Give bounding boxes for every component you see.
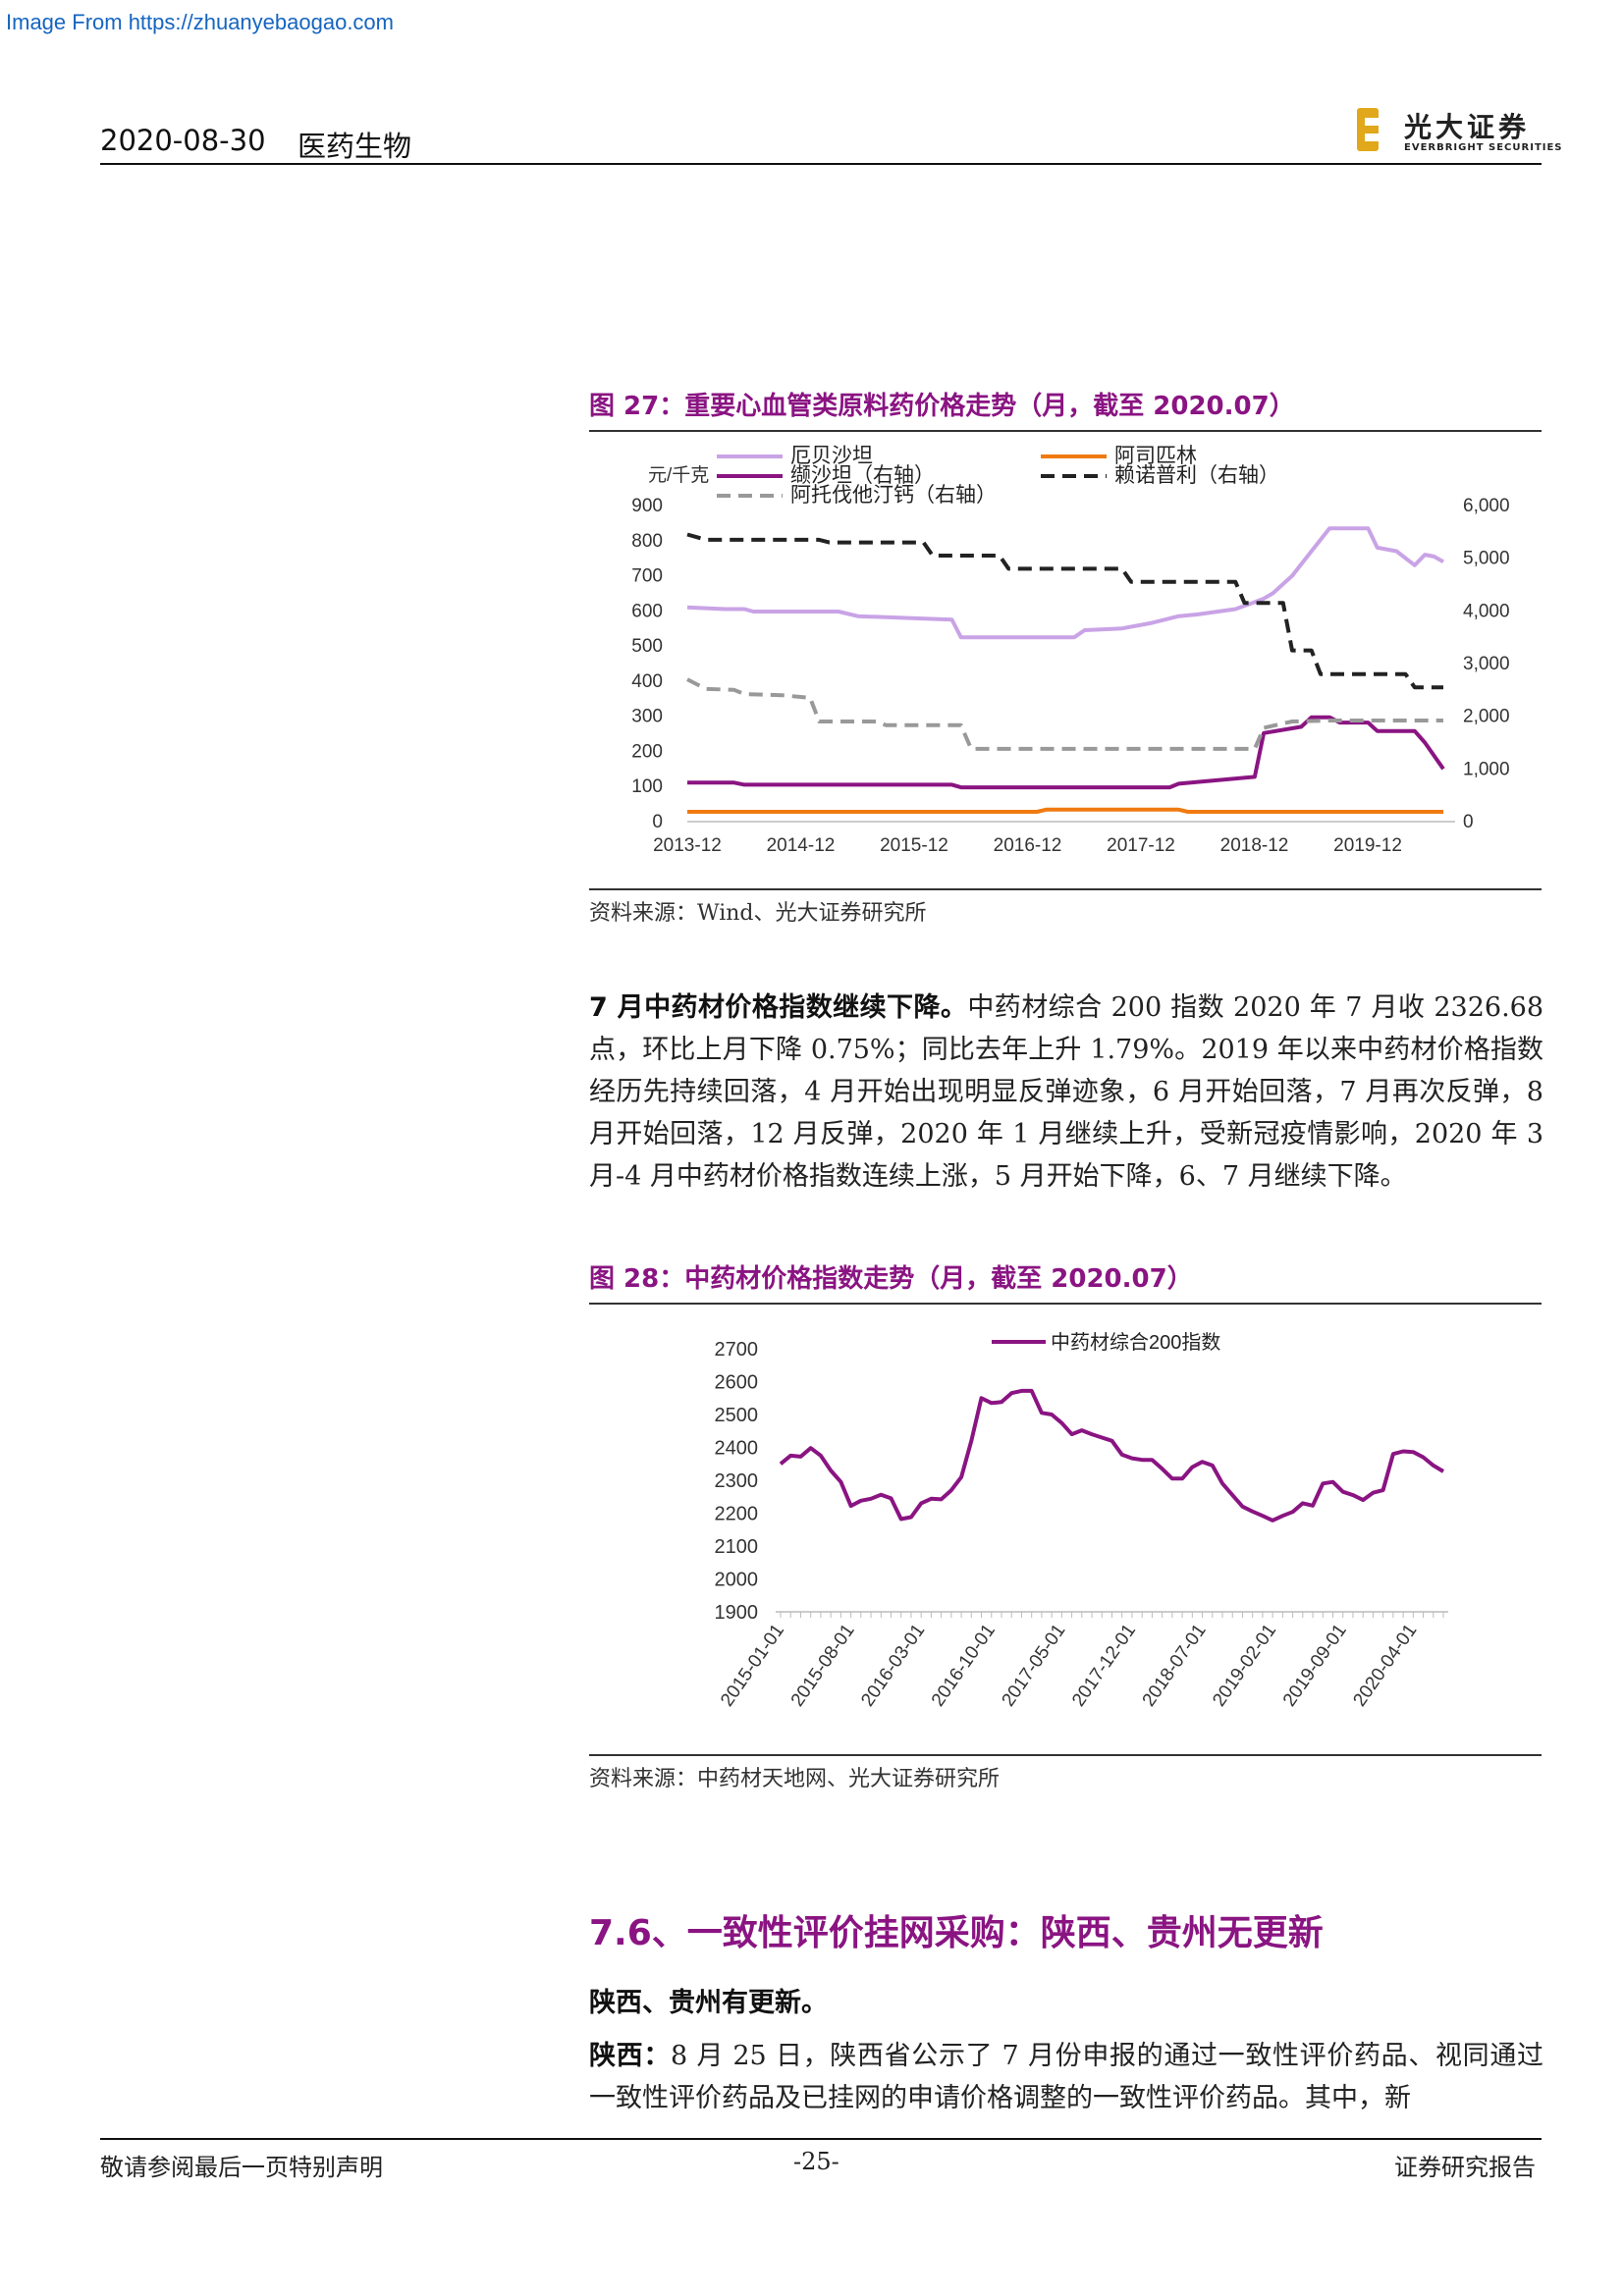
y-tick-label: 1900 — [715, 1602, 759, 1624]
x-tick-label: 2020-04-01 — [1349, 1621, 1421, 1711]
left-y-tick-label: 700 — [631, 566, 663, 587]
x-tick-label: 2019-12 — [1333, 835, 1402, 856]
series-line — [687, 807, 1443, 814]
right-y-tick-label: 3,000 — [1463, 654, 1510, 674]
figure-27-source: 资料来源：Wind、光大证券研究所 — [589, 901, 927, 926]
section-subtitle: 陕西、贵州有更新。 — [589, 1988, 828, 2018]
section-paragraph: 陕西：8 月 25 日，陕西省公示了 7 月份申报的通过一致性评价药品、视同通过… — [589, 2035, 1543, 2119]
x-tick-label: 2016-03-01 — [857, 1621, 929, 1711]
section-title: 7.6、一致性评价挂网采购：陕西、贵州无更新 — [589, 1913, 1324, 1953]
page-number: -25- — [793, 2148, 839, 2175]
section-paragraph-body: 8 月 25 日，陕西省公示了 7 月份申报的通过一致性评价药品、视同通过一致性… — [589, 2041, 1544, 2113]
company-logo-text: 光大证券 — [1404, 111, 1531, 143]
body-paragraph: 7 月中药材价格指数继续下降。中药材综合 200 指数 2020 年 7 月收 … — [589, 987, 1543, 1198]
legend-label: 厄贝沙坦 — [790, 445, 873, 467]
figure-28-source: 资料来源：中药材天地网、光大证券研究所 — [589, 1767, 1001, 1791]
figure-28-title: 图 28：中药材价格指数走势（月，截至 2020.07） — [589, 1264, 1193, 1294]
right-y-tick-label: 6,000 — [1463, 496, 1510, 516]
y-tick-label: 2000 — [715, 1570, 759, 1591]
right-y-tick-label: 4,000 — [1463, 601, 1510, 621]
company-logo-icon — [1357, 108, 1384, 151]
right-y-tick-label: 2,000 — [1463, 707, 1510, 727]
x-tick-label: 2016-12 — [994, 835, 1062, 856]
right-y-tick-label: 5,000 — [1463, 549, 1510, 569]
legend-label: 阿托伐他汀钙（右轴） — [790, 484, 997, 507]
header-sector: 医药生物 — [298, 130, 412, 163]
footer-disclaimer: 敬请参阅最后一页特别声明 — [100, 2154, 383, 2181]
figure-28-bottom-rule — [589, 1754, 1542, 1756]
left-y-tick-label: 800 — [631, 531, 663, 552]
footer-divider — [100, 2138, 1542, 2140]
figure-27-top-rule — [589, 430, 1542, 432]
legend-label: 阿司匹林 — [1114, 445, 1197, 467]
left-y-tick-label: 300 — [631, 707, 663, 727]
x-tick-label: 2019-02-01 — [1209, 1621, 1280, 1711]
right-y-tick-label: 0 — [1463, 812, 1474, 832]
header-divider — [100, 163, 1542, 165]
figure-28-chart: 2700260025002400230022002100200019002015… — [715, 1331, 1448, 1711]
y-tick-label: 2500 — [715, 1405, 759, 1426]
section-paragraph-lead: 陕西： — [589, 2041, 672, 2071]
left-y-tick-label: 400 — [631, 671, 663, 692]
footer-report-type: 证券研究报告 — [1394, 2154, 1536, 2181]
series-line — [686, 677, 1443, 751]
series-line — [687, 715, 1445, 790]
x-tick-label: 2016-10-01 — [928, 1621, 1000, 1711]
left-y-tick-label: 100 — [631, 776, 663, 797]
left-y-tick-label: 900 — [631, 496, 663, 516]
y-tick-label: 2700 — [715, 1339, 759, 1361]
series-line — [779, 1388, 1445, 1522]
x-tick-label: 2015-01-01 — [717, 1621, 788, 1711]
x-tick-label: 2013-12 — [653, 835, 722, 856]
left-axis-unit: 元/千克 — [648, 464, 709, 486]
legend-label: 缬沙坦（右轴） — [790, 464, 935, 487]
source-watermark[interactable]: Image From https://zhuanyebaogao.com — [6, 10, 394, 34]
y-tick-label: 2300 — [715, 1470, 759, 1492]
series-line — [686, 532, 1443, 690]
series-line — [686, 526, 1444, 640]
y-tick-label: 2600 — [715, 1372, 759, 1394]
legend-label: 中药材综合200指数 — [1051, 1331, 1220, 1354]
legend-label: 赖诺普利（右轴） — [1114, 464, 1279, 487]
x-tick-label: 2019-09-01 — [1279, 1621, 1351, 1711]
right-y-tick-label: 1,000 — [1463, 759, 1510, 779]
y-tick-label: 2400 — [715, 1438, 759, 1460]
figure-27-chart: 元/千克 900 800 700 600 500 400 300 200 100 0 6,000 5,0… — [631, 445, 1510, 856]
header-date: 2020-08-30 — [100, 124, 266, 157]
paragraph-body: 中药材综合 200 指数 2020 年 7 月收 2326.68 点，环比上月下… — [589, 992, 1544, 1192]
paragraph-lead: 7 月中药材价格指数继续下降。 — [589, 992, 968, 1023]
x-tick-label: 2018-07-01 — [1139, 1621, 1211, 1711]
company-logo-en: EVERBRIGHT SECURITIES — [1404, 142, 1563, 153]
left-y-tick-label: 600 — [631, 601, 663, 621]
figure-28-top-rule — [589, 1303, 1542, 1305]
x-tick-label: 2014-12 — [767, 835, 836, 856]
x-tick-label: 2017-12 — [1107, 835, 1175, 856]
x-tick-label: 2017-12-01 — [1068, 1621, 1140, 1711]
x-tick-label: 2015-12 — [880, 835, 948, 856]
y-tick-label: 2100 — [715, 1536, 759, 1558]
x-tick-label: 2018-12 — [1220, 835, 1289, 856]
left-y-tick-label: 0 — [652, 812, 663, 832]
x-tick-label: 2017-05-01 — [999, 1621, 1070, 1711]
left-y-tick-label: 200 — [631, 741, 663, 762]
figure-27-title: 图 27：重要心血管类原料药价格走势（月，截至 2020.07） — [589, 392, 1295, 421]
y-tick-label: 2200 — [715, 1504, 759, 1525]
left-y-tick-label: 500 — [631, 636, 663, 657]
figure-27-bottom-rule — [589, 888, 1542, 890]
x-tick-label: 2015-08-01 — [787, 1621, 859, 1711]
